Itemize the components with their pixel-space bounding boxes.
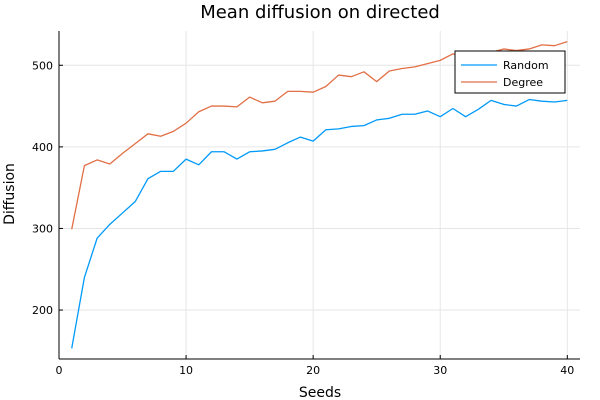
axes — [58, 31, 580, 360]
x-tick-label: 40 — [560, 364, 574, 377]
y-tick-label: 300 — [32, 222, 53, 235]
y-axis-label: Diffusion — [2, 163, 18, 225]
series-line-random — [71, 98, 568, 349]
legend-label-degree: Degree — [503, 76, 543, 89]
chart-title: Mean diffusion on directed — [200, 2, 440, 23]
y-tick-label: 500 — [32, 59, 53, 72]
x-axis-label: Seeds — [299, 385, 341, 400]
legend: Random Degree — [454, 50, 566, 94]
tick-marks: 0 10 20 30 40 200 300 400 500 — [32, 59, 574, 377]
x-tick-label: 10 — [179, 364, 193, 377]
x-tick-label: 30 — [433, 364, 447, 377]
legend-label-random: Random — [503, 59, 549, 72]
x-tick-label: 20 — [306, 364, 320, 377]
legend-box — [454, 50, 566, 94]
y-tick-label: 200 — [32, 304, 53, 317]
y-tick-label: 400 — [32, 141, 53, 154]
x-tick-label: 0 — [56, 364, 63, 377]
